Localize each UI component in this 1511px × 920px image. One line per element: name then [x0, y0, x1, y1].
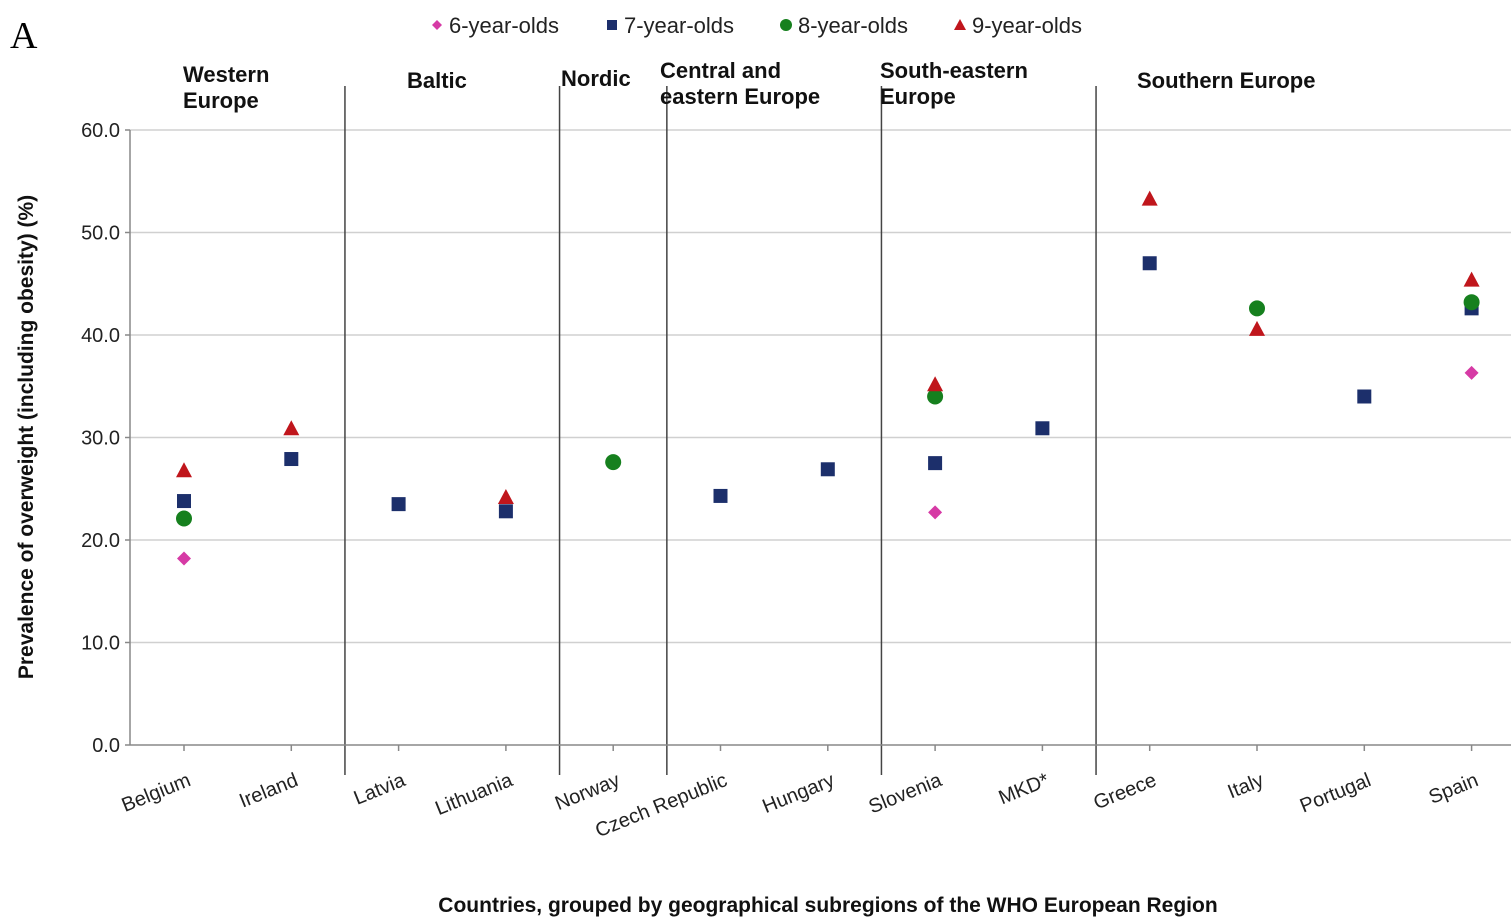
legend-label-7-year-olds: 7-year-olds — [624, 13, 734, 38]
point-9-year-olds-italy — [1249, 321, 1265, 336]
x-tick-labels: Belgium Ireland Latvia Lithuania NorwayCzech… — [119, 745, 1482, 842]
point-7-year-olds-greece — [1143, 256, 1157, 270]
x-tick-label-6: Hungary — [759, 769, 837, 818]
point-7-year-olds-slovenia — [928, 456, 942, 470]
region-label-line: Central and — [660, 58, 781, 83]
region-label-line: Baltic — [407, 68, 467, 93]
region-label-line: Western — [183, 62, 269, 87]
point-7-year-olds-portugal — [1357, 390, 1371, 404]
region-label-line: South-eastern — [880, 58, 1028, 83]
point-8-year-olds-belgium — [176, 510, 192, 526]
x-tick-label-8: MKD* — [996, 769, 1053, 809]
x-tick-label-0: Belgium — [119, 769, 194, 816]
x-tick-label-7: Slovenia — [866, 769, 946, 818]
y-tick-label-6: 60.0 — [81, 120, 120, 142]
point-8-year-olds-italy — [1249, 300, 1265, 316]
region-label-line: Europe — [183, 88, 259, 113]
data-points — [176, 191, 1480, 566]
x-axis-title: Countries, grouped by geographical subre… — [438, 894, 1217, 917]
panel-letter: A — [10, 15, 38, 57]
point-7-year-olds-czech-republic — [714, 489, 728, 503]
point-9-year-olds-lithuania — [498, 489, 514, 504]
point-9-year-olds-belgium — [176, 462, 192, 477]
legend-label-6-year-olds: 6-year-olds — [449, 13, 559, 38]
point-8-year-olds-norway — [605, 454, 621, 470]
point-7-year-olds-ireland — [284, 452, 298, 466]
point-7-year-olds-mkd- — [1035, 421, 1049, 435]
legend-label-8-year-olds: 8-year-olds — [798, 13, 908, 38]
x-tick-label-10: Italy — [1225, 769, 1267, 803]
point-6-year-olds-belgium — [177, 551, 191, 565]
y-tick-labels: 0.0 10.0 20.0 30.0 40.0 50.0 60.0 — [81, 120, 130, 757]
point-6-year-olds-slovenia — [928, 505, 942, 519]
gridlines — [130, 130, 1511, 643]
y-tick-label-3: 30.0 — [81, 428, 120, 450]
legend: 6-year-olds 7-year-olds 8-year-olds 9-year-… — [432, 13, 1082, 38]
point-7-year-olds-lithuania — [499, 504, 513, 518]
x-tick-label-9: Greece — [1091, 769, 1160, 814]
x-tick-label-12: Spain — [1426, 769, 1482, 809]
point-9-year-olds-slovenia — [927, 376, 943, 391]
region-label-line: Europe — [880, 84, 956, 109]
y-tick-label-4: 40.0 — [81, 325, 120, 347]
legend-marker-7-year-olds — [607, 20, 617, 30]
x-tick-label-3: Lithuania — [432, 769, 516, 820]
legend-marker-8-year-olds — [780, 19, 792, 31]
region-label-5: Southern Europe — [1137, 68, 1315, 93]
point-7-year-olds-belgium — [177, 494, 191, 508]
y-tick-label-2: 20.0 — [81, 530, 120, 552]
x-tick-label-4: Norway — [552, 769, 623, 815]
region-label-line: Southern Europe — [1137, 68, 1315, 93]
point-9-year-olds-ireland — [283, 420, 299, 435]
legend-marker-9-year-olds — [954, 19, 966, 30]
x-tick-label-2: Latvia — [351, 769, 410, 810]
point-6-year-olds-spain — [1465, 366, 1479, 380]
x-tick-label-11: Portugal — [1297, 769, 1374, 817]
y-tick-label-1: 10.0 — [81, 633, 120, 655]
region-label-3: Central and eastern Europe — [660, 58, 820, 109]
legend-marker-6-year-olds — [432, 20, 442, 30]
region-label-1: Baltic — [407, 68, 467, 93]
point-9-year-olds-greece — [1142, 191, 1158, 206]
point-7-year-olds-hungary — [821, 462, 835, 476]
y-axis-title: Prevalence of overweight (including obes… — [15, 195, 38, 679]
region-label-4: South-eastern Europe — [880, 58, 1028, 109]
region-label-2: Nordic — [561, 66, 631, 91]
region-label-line: eastern Europe — [660, 84, 820, 109]
x-tick-label-1: Ireland — [236, 769, 301, 812]
region-label-line: Nordic — [561, 66, 631, 91]
y-tick-label-5: 50.0 — [81, 223, 120, 245]
region-separators — [345, 86, 1096, 775]
point-8-year-olds-spain — [1464, 294, 1480, 310]
point-7-year-olds-latvia — [392, 497, 406, 511]
point-9-year-olds-spain — [1464, 272, 1480, 287]
legend-label-9-year-olds: 9-year-olds — [972, 13, 1082, 38]
y-tick-label-0: 0.0 — [92, 735, 120, 757]
region-label-0: Western Europe — [183, 62, 269, 113]
